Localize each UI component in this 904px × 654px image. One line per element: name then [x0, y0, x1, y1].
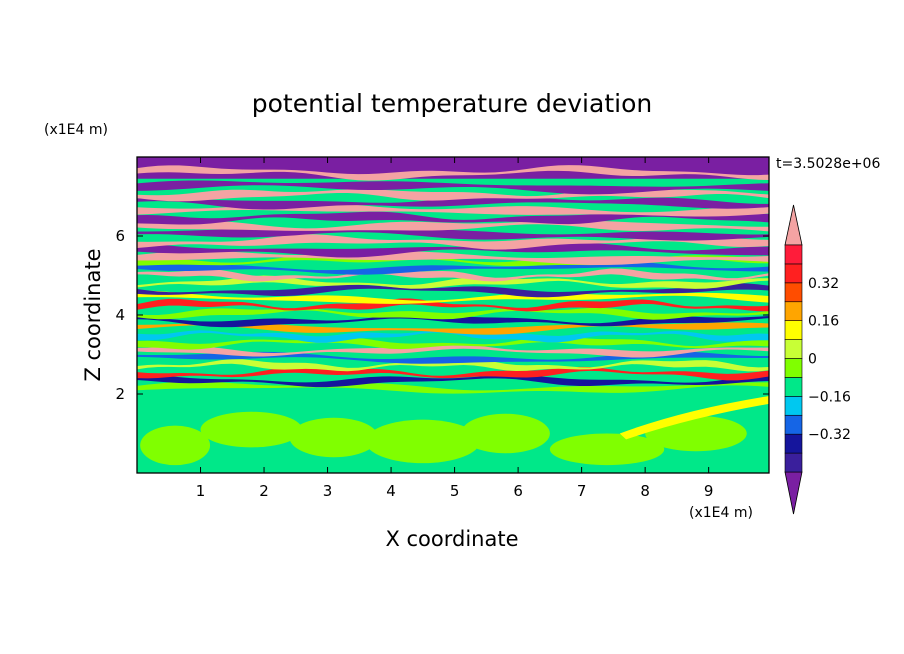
colorbar-segment — [784, 396, 803, 416]
colorbar-segment — [784, 301, 803, 321]
top-layer — [137, 157, 769, 179]
mid-layer-band — [137, 381, 769, 394]
x-tick-label: 5 — [450, 482, 460, 500]
colorbar-tick-label: 0.16 — [808, 314, 839, 330]
upper-layer-band — [137, 228, 769, 241]
mid-layer-band — [137, 336, 769, 350]
boundary-blob — [460, 413, 550, 454]
x-tick-label: 9 — [704, 482, 714, 500]
upper-layer-band — [137, 220, 769, 232]
chart-title: potential temperature deviation — [252, 89, 652, 118]
colorbar-segment — [784, 282, 803, 303]
x-tick-label: 1 — [196, 482, 206, 500]
x-tick-label: 6 — [513, 482, 523, 500]
colorbar-segment — [784, 433, 803, 454]
y-tick-label: 4 — [115, 306, 125, 324]
mid-layer-band — [137, 330, 769, 343]
upper-layer-band — [137, 180, 769, 195]
colorbar: 0.32 0.16 0 −0.16 −0.32 — [784, 204, 851, 515]
colorbar-tick-label: 0.32 — [808, 276, 839, 292]
contour-field — [137, 157, 769, 473]
boundary-streak — [619, 395, 769, 440]
y-tick-label: 2 — [115, 385, 125, 403]
mid-layer-band — [137, 343, 769, 358]
colorbar-arrow-high — [784, 204, 803, 246]
mid-layer-band — [137, 307, 769, 320]
upper-layer-band — [137, 234, 769, 250]
mid-layer-band — [137, 314, 769, 328]
boundary-blob — [140, 425, 211, 466]
x-tick-label: 8 — [640, 482, 650, 500]
colorbar-segment — [784, 320, 803, 340]
upper-layer-band — [137, 165, 769, 181]
boundary-blob — [200, 411, 303, 448]
x-tick-label: 2 — [259, 482, 269, 500]
x-tick-label: 3 — [323, 482, 333, 500]
upper-layer-band — [137, 250, 769, 266]
x-tick-label: 7 — [577, 482, 587, 500]
upper-layer-band — [137, 242, 769, 258]
mid-layer-band — [137, 275, 769, 289]
colorbar-segment — [784, 263, 803, 284]
boundary-blob — [289, 417, 379, 458]
colorbar-segment — [784, 377, 803, 397]
boundary-blob — [549, 433, 665, 466]
colorbar-tick-label: 0 — [808, 352, 817, 368]
colorbar-segment — [784, 244, 803, 265]
x-axis: 1 2 3 4 5 6 7 8 9 — [196, 157, 714, 500]
mid-layer-band — [137, 366, 769, 381]
mid-layer-band — [137, 290, 769, 304]
colorbar-segment — [784, 452, 803, 473]
upper-layer-band — [137, 195, 769, 210]
y-unit-label: (x1E4 m) — [44, 122, 108, 138]
mid-layer-band — [137, 351, 769, 364]
colorbar-segment — [784, 414, 803, 435]
boundary-blob — [365, 419, 480, 464]
mid-layer-band — [137, 359, 769, 372]
mid-layer-band — [137, 373, 769, 388]
x-axis-label: X coordinate — [385, 527, 518, 551]
y-tick-label: 6 — [115, 227, 125, 245]
colorbar-tick-label: −0.32 — [808, 427, 851, 443]
x-unit-label: (x1E4 m) — [689, 505, 753, 521]
y-axis-label: Z coordinate — [81, 248, 105, 381]
colorbar-segment — [784, 358, 803, 378]
colorbar-segment — [784, 339, 803, 359]
mid-layer-band — [137, 283, 769, 298]
x-tick-label: 4 — [386, 482, 396, 500]
mid-layer-band — [137, 268, 769, 282]
mid-layer-band — [137, 298, 769, 312]
upper-layer-band — [137, 211, 769, 225]
y-axis: 2 4 6 — [115, 227, 769, 403]
colorbar-arrow-low — [784, 471, 803, 515]
time-label: t=3.5028e+06 — [776, 156, 880, 172]
colorbar-tick-label: −0.16 — [808, 389, 851, 405]
